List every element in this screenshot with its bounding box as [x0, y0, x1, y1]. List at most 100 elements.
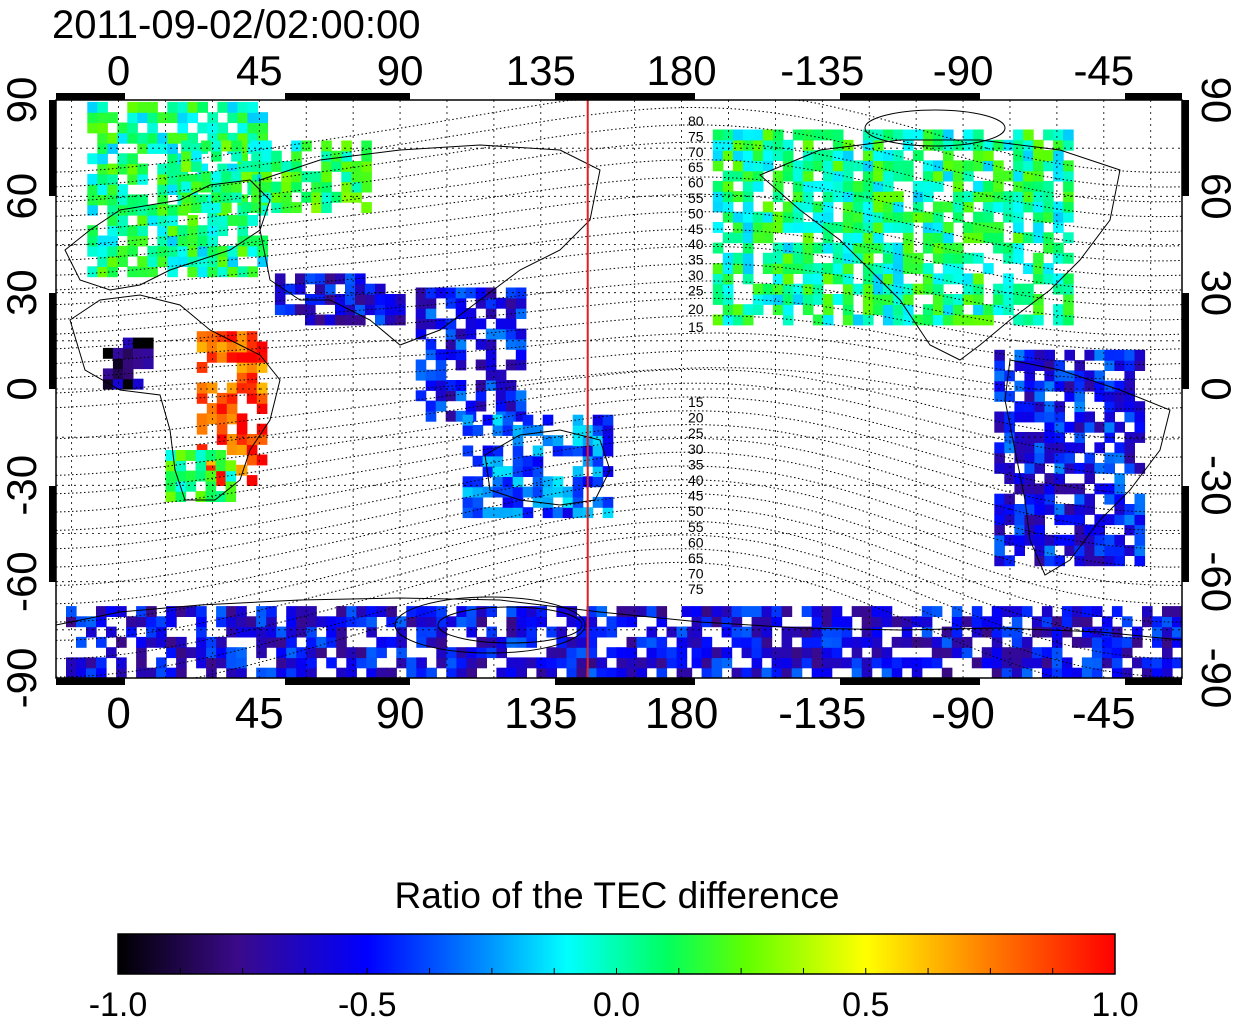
tec-cell — [191, 161, 202, 172]
tec-cell — [425, 287, 437, 299]
tec-cell — [375, 314, 386, 326]
tec-cell — [217, 122, 228, 134]
tec-cell — [1011, 657, 1023, 669]
tec-cell — [1074, 514, 1085, 526]
tec-cell — [482, 455, 494, 467]
x-tick-label-top: 0 — [107, 47, 130, 94]
tec-cell — [851, 647, 863, 659]
tec-cell — [913, 201, 924, 213]
tec-cell — [116, 667, 127, 678]
tec-cell — [185, 470, 197, 482]
tec-cell — [321, 202, 332, 213]
tec-cell — [1054, 534, 1065, 546]
tec-cell — [157, 225, 168, 237]
tec-cell — [1104, 390, 1115, 402]
tec-cell — [722, 201, 734, 213]
tec-cell — [811, 636, 823, 648]
tec-cell — [761, 616, 773, 628]
tec-cell — [455, 338, 467, 350]
tec-cell — [1104, 421, 1115, 433]
contour-label-north: 35 — [688, 252, 704, 268]
tec-cell — [516, 616, 527, 628]
tec-cell — [226, 341, 238, 353]
tec-cell — [305, 304, 316, 316]
tec-cell — [515, 349, 527, 361]
tec-cell — [526, 606, 537, 617]
tec-cell — [1152, 667, 1163, 678]
tec-cell — [712, 129, 724, 141]
tec-cell — [315, 273, 326, 285]
tec-cell — [863, 283, 874, 295]
tec-cell — [206, 657, 217, 669]
tec-cell — [751, 667, 763, 678]
tec-cell — [811, 606, 823, 617]
tec-cell — [712, 180, 724, 192]
tec-cell — [475, 287, 487, 299]
tec-cell — [143, 347, 154, 359]
tec-cell — [1044, 349, 1055, 361]
tec-cell — [732, 222, 744, 233]
tec-cell — [502, 486, 514, 498]
dip-contour — [56, 410, 1182, 495]
tec-cell — [206, 464, 218, 476]
tec-cell — [711, 667, 723, 678]
tec-cell — [305, 273, 316, 285]
tec-cell — [676, 636, 688, 648]
tec-cell — [196, 647, 207, 659]
tec-cell — [1074, 545, 1085, 556]
tec-cell — [167, 132, 178, 144]
tec-cell — [455, 359, 467, 371]
dip-contour — [56, 124, 1182, 203]
tec-cell — [127, 101, 138, 113]
tec-cell — [1004, 442, 1015, 454]
tec-cell — [592, 414, 604, 426]
tec-cell — [711, 657, 723, 669]
tec-cell — [1101, 657, 1113, 669]
tec-cell — [873, 170, 884, 182]
tec-cell — [1114, 401, 1125, 413]
tec-cell — [752, 170, 764, 182]
tec-cell — [842, 294, 854, 305]
tec-cell — [572, 414, 584, 426]
tec-cell — [981, 626, 993, 638]
tec-cell — [913, 180, 924, 192]
tec-cell — [256, 636, 267, 648]
tec-cell — [426, 616, 437, 628]
coastline-asia — [259, 144, 601, 346]
tec-cell — [552, 507, 564, 519]
tec-cell — [572, 425, 584, 436]
tec-cell — [1033, 170, 1044, 182]
tec-cell — [1051, 667, 1063, 678]
tec-cell — [1054, 442, 1065, 454]
tec-cell — [207, 112, 218, 124]
tec-cell — [883, 201, 894, 213]
tec-cell — [231, 150, 242, 162]
tec-cell — [873, 139, 884, 151]
contour-label-south: 60 — [688, 534, 704, 550]
tec-cell — [821, 647, 833, 659]
tec-cell — [416, 636, 427, 648]
tec-cell — [991, 657, 1003, 669]
tec-cell — [841, 657, 853, 669]
tec-cell — [515, 287, 527, 299]
tec-cell — [953, 242, 964, 254]
tec-cell — [893, 129, 904, 141]
tec-cell — [572, 486, 584, 498]
tec-cell — [596, 606, 608, 617]
tec-cell — [291, 202, 302, 213]
tec-cell — [963, 129, 974, 141]
tec-cell — [546, 647, 557, 659]
tec-cell — [211, 191, 222, 203]
tec-cell — [731, 626, 743, 638]
tec-cell — [732, 263, 744, 274]
tec-cell — [602, 507, 614, 519]
tec-cell — [311, 181, 322, 193]
tec-cell — [215, 491, 227, 502]
tec-cell — [205, 480, 217, 492]
tec-cell — [226, 667, 237, 678]
tec-cell — [496, 667, 507, 678]
tec-cell — [1134, 534, 1146, 546]
tec-cell — [853, 201, 864, 213]
x-tick-label-top: 180 — [647, 47, 717, 94]
dip-contour — [56, 106, 1182, 188]
